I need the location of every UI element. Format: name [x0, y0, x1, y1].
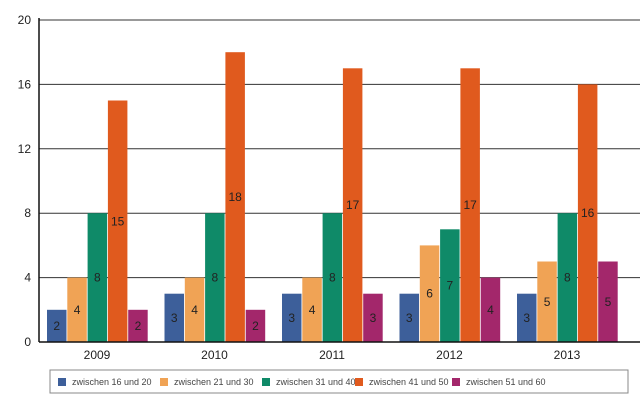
bar-2011-series-0 [282, 293, 302, 342]
data-label: 18 [228, 190, 242, 204]
bar-2011-series-3 [342, 68, 363, 343]
y-tick-label: 16 [18, 77, 32, 91]
legend-swatch [160, 378, 168, 386]
y-tick-label: 4 [24, 271, 31, 285]
bar-2011-series-1 [302, 277, 322, 342]
legend-swatch [355, 378, 363, 386]
y-tick-label: 0 [24, 335, 31, 349]
bar-2011-series-2 [322, 213, 343, 342]
bar-2010-series-4 [245, 309, 266, 342]
data-label: 8 [564, 271, 571, 285]
bar-2012-series-1 [419, 245, 440, 342]
x-tick-label: 2012 [436, 348, 463, 362]
bar-2009-series-1 [67, 277, 87, 342]
data-label: 3 [171, 311, 178, 325]
y-tick-label: 20 [18, 13, 32, 27]
bar-2010-series-0 [164, 293, 184, 342]
data-label: 3 [288, 311, 295, 325]
bar-2013-series-0 [517, 293, 537, 342]
bar-2012-series-0 [399, 293, 419, 342]
data-label: 4 [74, 303, 81, 317]
x-tick-label: 2009 [84, 348, 111, 362]
legend-box [49, 369, 629, 394]
data-label: 6 [426, 287, 433, 301]
data-label: 3 [523, 311, 530, 325]
bar-2013-series-2 [557, 213, 578, 342]
data-label: 4 [487, 303, 494, 317]
data-label: 17 [346, 198, 360, 212]
bar-2009-series-4 [128, 309, 148, 342]
data-label: 7 [447, 279, 454, 293]
legend-label: zwischen 51 und 60 [466, 377, 546, 387]
bar-2012-series-2 [440, 229, 460, 342]
data-label: 17 [463, 198, 477, 212]
bar-2010-series-1 [184, 277, 205, 342]
legend-label: zwischen 21 und 30 [174, 377, 254, 387]
bar-2010-series-3 [225, 52, 245, 342]
bar-2009-series-0 [47, 309, 67, 342]
data-label: 3 [370, 311, 377, 325]
bar-2009-series-2 [87, 213, 108, 342]
y-tick-label: 8 [24, 206, 31, 220]
bar-2013-series-3 [577, 84, 598, 343]
x-tick-label: 2013 [554, 348, 581, 362]
legend-swatch [58, 378, 66, 386]
data-label: 2 [135, 319, 142, 333]
data-label: 4 [309, 303, 316, 317]
data-label: 16 [581, 206, 595, 220]
data-label: 3 [406, 311, 413, 325]
legend-swatch [452, 378, 460, 386]
legend-label: zwischen 16 und 20 [72, 377, 152, 387]
data-label: 8 [329, 271, 336, 285]
legend-label: zwischen 41 und 50 [369, 377, 449, 387]
data-label: 5 [544, 295, 551, 309]
data-label: 15 [111, 214, 125, 228]
bar-2011-series-4 [363, 293, 383, 342]
x-tick-label: 2011 [319, 348, 345, 362]
data-label: 8 [212, 271, 219, 285]
bar-2010-series-2 [205, 213, 225, 342]
bar-2012-series-3 [460, 68, 480, 343]
bar-2013-series-4 [598, 261, 618, 342]
y-tick-label: 12 [18, 142, 32, 156]
data-label: 4 [191, 303, 198, 317]
bar-2013-series-1 [537, 261, 557, 342]
data-label: 2 [252, 319, 259, 333]
data-label: 8 [94, 271, 101, 285]
bar-2009-series-3 [107, 100, 128, 342]
legend-label: zwischen 31 und 40 [276, 377, 356, 387]
legend-swatch [262, 378, 270, 386]
x-tick-label: 2010 [201, 348, 228, 362]
bar-2012-series-4 [480, 277, 501, 342]
data-label: 5 [605, 295, 612, 309]
data-label: 2 [53, 319, 60, 333]
